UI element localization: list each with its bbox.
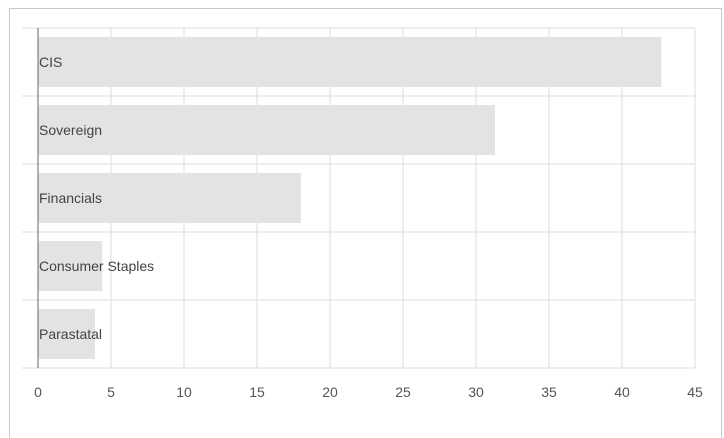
bar-chart: CIS Sovereign Financials Consumer Staples Pa… <box>22 27 703 400</box>
category-labels: CIS Sovereign Financials Consumer Staples Pa… <box>39 54 154 342</box>
category-label: CIS <box>39 54 62 70</box>
category-label: Financials <box>39 190 102 206</box>
x-tick-label: 30 <box>468 384 484 400</box>
x-tick-label: 25 <box>395 384 411 400</box>
bars <box>38 37 662 359</box>
x-tick-label: 5 <box>107 384 115 400</box>
x-tick-label: 10 <box>176 384 192 400</box>
category-label: Consumer Staples <box>39 258 154 274</box>
bar-financials[interactable] <box>38 173 301 223</box>
x-axis-ticks: 0 5 10 15 20 25 30 35 40 45 <box>34 384 703 400</box>
bar-parastatal[interactable] <box>38 309 95 359</box>
x-tick-label: 35 <box>541 384 557 400</box>
x-tick-label: 15 <box>249 384 265 400</box>
bar-sovereign[interactable] <box>38 105 495 155</box>
category-label: Sovereign <box>39 122 102 138</box>
bar-consumer-staples[interactable] <box>38 241 103 291</box>
x-tick-label: 0 <box>34 384 42 400</box>
x-tick-label: 20 <box>322 384 338 400</box>
chart-frame <box>9 8 722 438</box>
category-label: Parastatal <box>39 326 102 342</box>
x-tick-label: 40 <box>614 384 630 400</box>
bar-cis[interactable] <box>38 37 662 87</box>
x-tick-label: 45 <box>687 384 703 400</box>
